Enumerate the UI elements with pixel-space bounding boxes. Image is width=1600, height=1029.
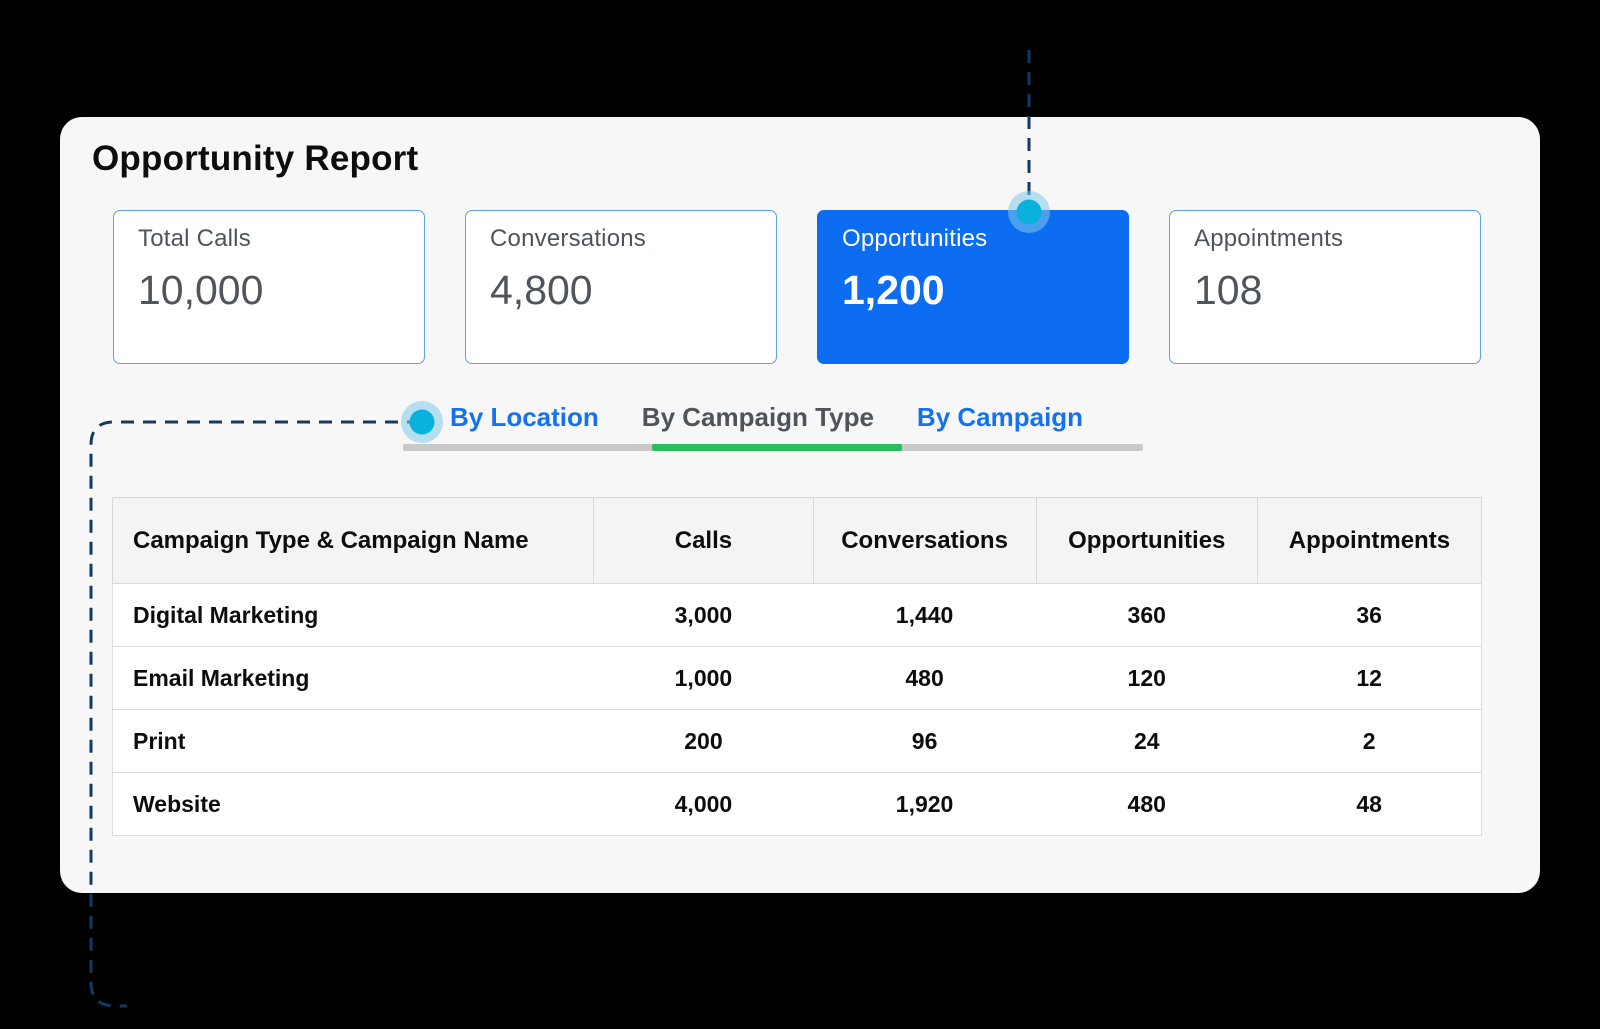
report-tabs: By Location By Campaign Type By Campaign [450,402,1083,433]
cell-appointments: 48 [1257,772,1483,836]
report-panel: Opportunity Report Total Calls 10,000 Co… [60,117,1540,893]
cell-opportunities: 480 [1036,772,1258,836]
table-header-row: Campaign Type & Campaign Name Calls Conv… [111,497,1483,584]
tab-by-campaign[interactable]: By Campaign [916,402,1084,432]
stat-value: 4,800 [490,267,593,313]
tab-by-campaign-type[interactable]: By Campaign Type [641,402,874,432]
stat-label: Appointments [1194,225,1344,252]
cell-conversations: 1,920 [813,772,1037,836]
cell-conversations: 1,440 [813,583,1037,647]
cell-opportunities: 120 [1036,646,1258,710]
stat-value: 10,000 [138,267,264,313]
stat-card-conversations[interactable]: Conversations 4,800 [465,210,777,364]
tab-by-location[interactable]: By Location [450,402,599,432]
cell-conversations: 480 [813,646,1037,710]
stat-card-appointments[interactable]: Appointments 108 [1169,210,1481,364]
stat-cards-row: Total Calls 10,000 Conversations 4,800 O… [113,210,1481,364]
table-row: Digital Marketing 3,000 1,440 360 36 [111,583,1483,647]
column-header-campaign: Campaign Type & Campaign Name [111,497,595,584]
cell-campaign-name: Website [111,772,594,836]
table-row: Website 4,000 1,920 480 48 [111,772,1483,836]
cell-conversations: 96 [813,709,1037,773]
cell-appointments: 2 [1257,709,1483,773]
cell-calls: 4,000 [593,772,813,836]
stat-card-opportunities[interactable]: Opportunities 1,200 [817,210,1129,364]
cell-appointments: 36 [1257,583,1483,647]
stat-value: 1,200 [842,267,945,313]
cell-calls: 200 [593,709,813,773]
cell-campaign-name: Print [111,709,594,773]
column-header-appointments: Appointments [1256,497,1483,584]
cell-opportunities: 24 [1036,709,1258,773]
stat-label: Total Calls [138,225,251,252]
table-row: Email Marketing 1,000 480 120 12 [111,646,1483,710]
cell-opportunities: 360 [1036,583,1258,647]
column-header-opportunities: Opportunities [1035,497,1258,584]
active-tab-indicator [652,444,902,451]
cell-calls: 1,000 [593,646,813,710]
tab-underline-track [403,444,1143,451]
stat-card-total-calls[interactable]: Total Calls 10,000 [113,210,425,364]
cell-campaign-name: Digital Marketing [111,583,594,647]
campaign-report-table: Campaign Type & Campaign Name Calls Conv… [111,497,1483,836]
table-row: Print 200 96 24 2 [111,709,1483,773]
cell-calls: 3,000 [593,583,813,647]
cell-campaign-name: Email Marketing [111,646,594,710]
stat-label: Opportunities [842,225,988,252]
column-header-conversations: Conversations [812,497,1037,584]
cell-appointments: 12 [1257,646,1483,710]
column-header-calls: Calls [593,497,814,584]
page-title: Opportunity Report [92,139,419,178]
stat-value: 108 [1194,267,1263,313]
stat-label: Conversations [490,225,647,252]
